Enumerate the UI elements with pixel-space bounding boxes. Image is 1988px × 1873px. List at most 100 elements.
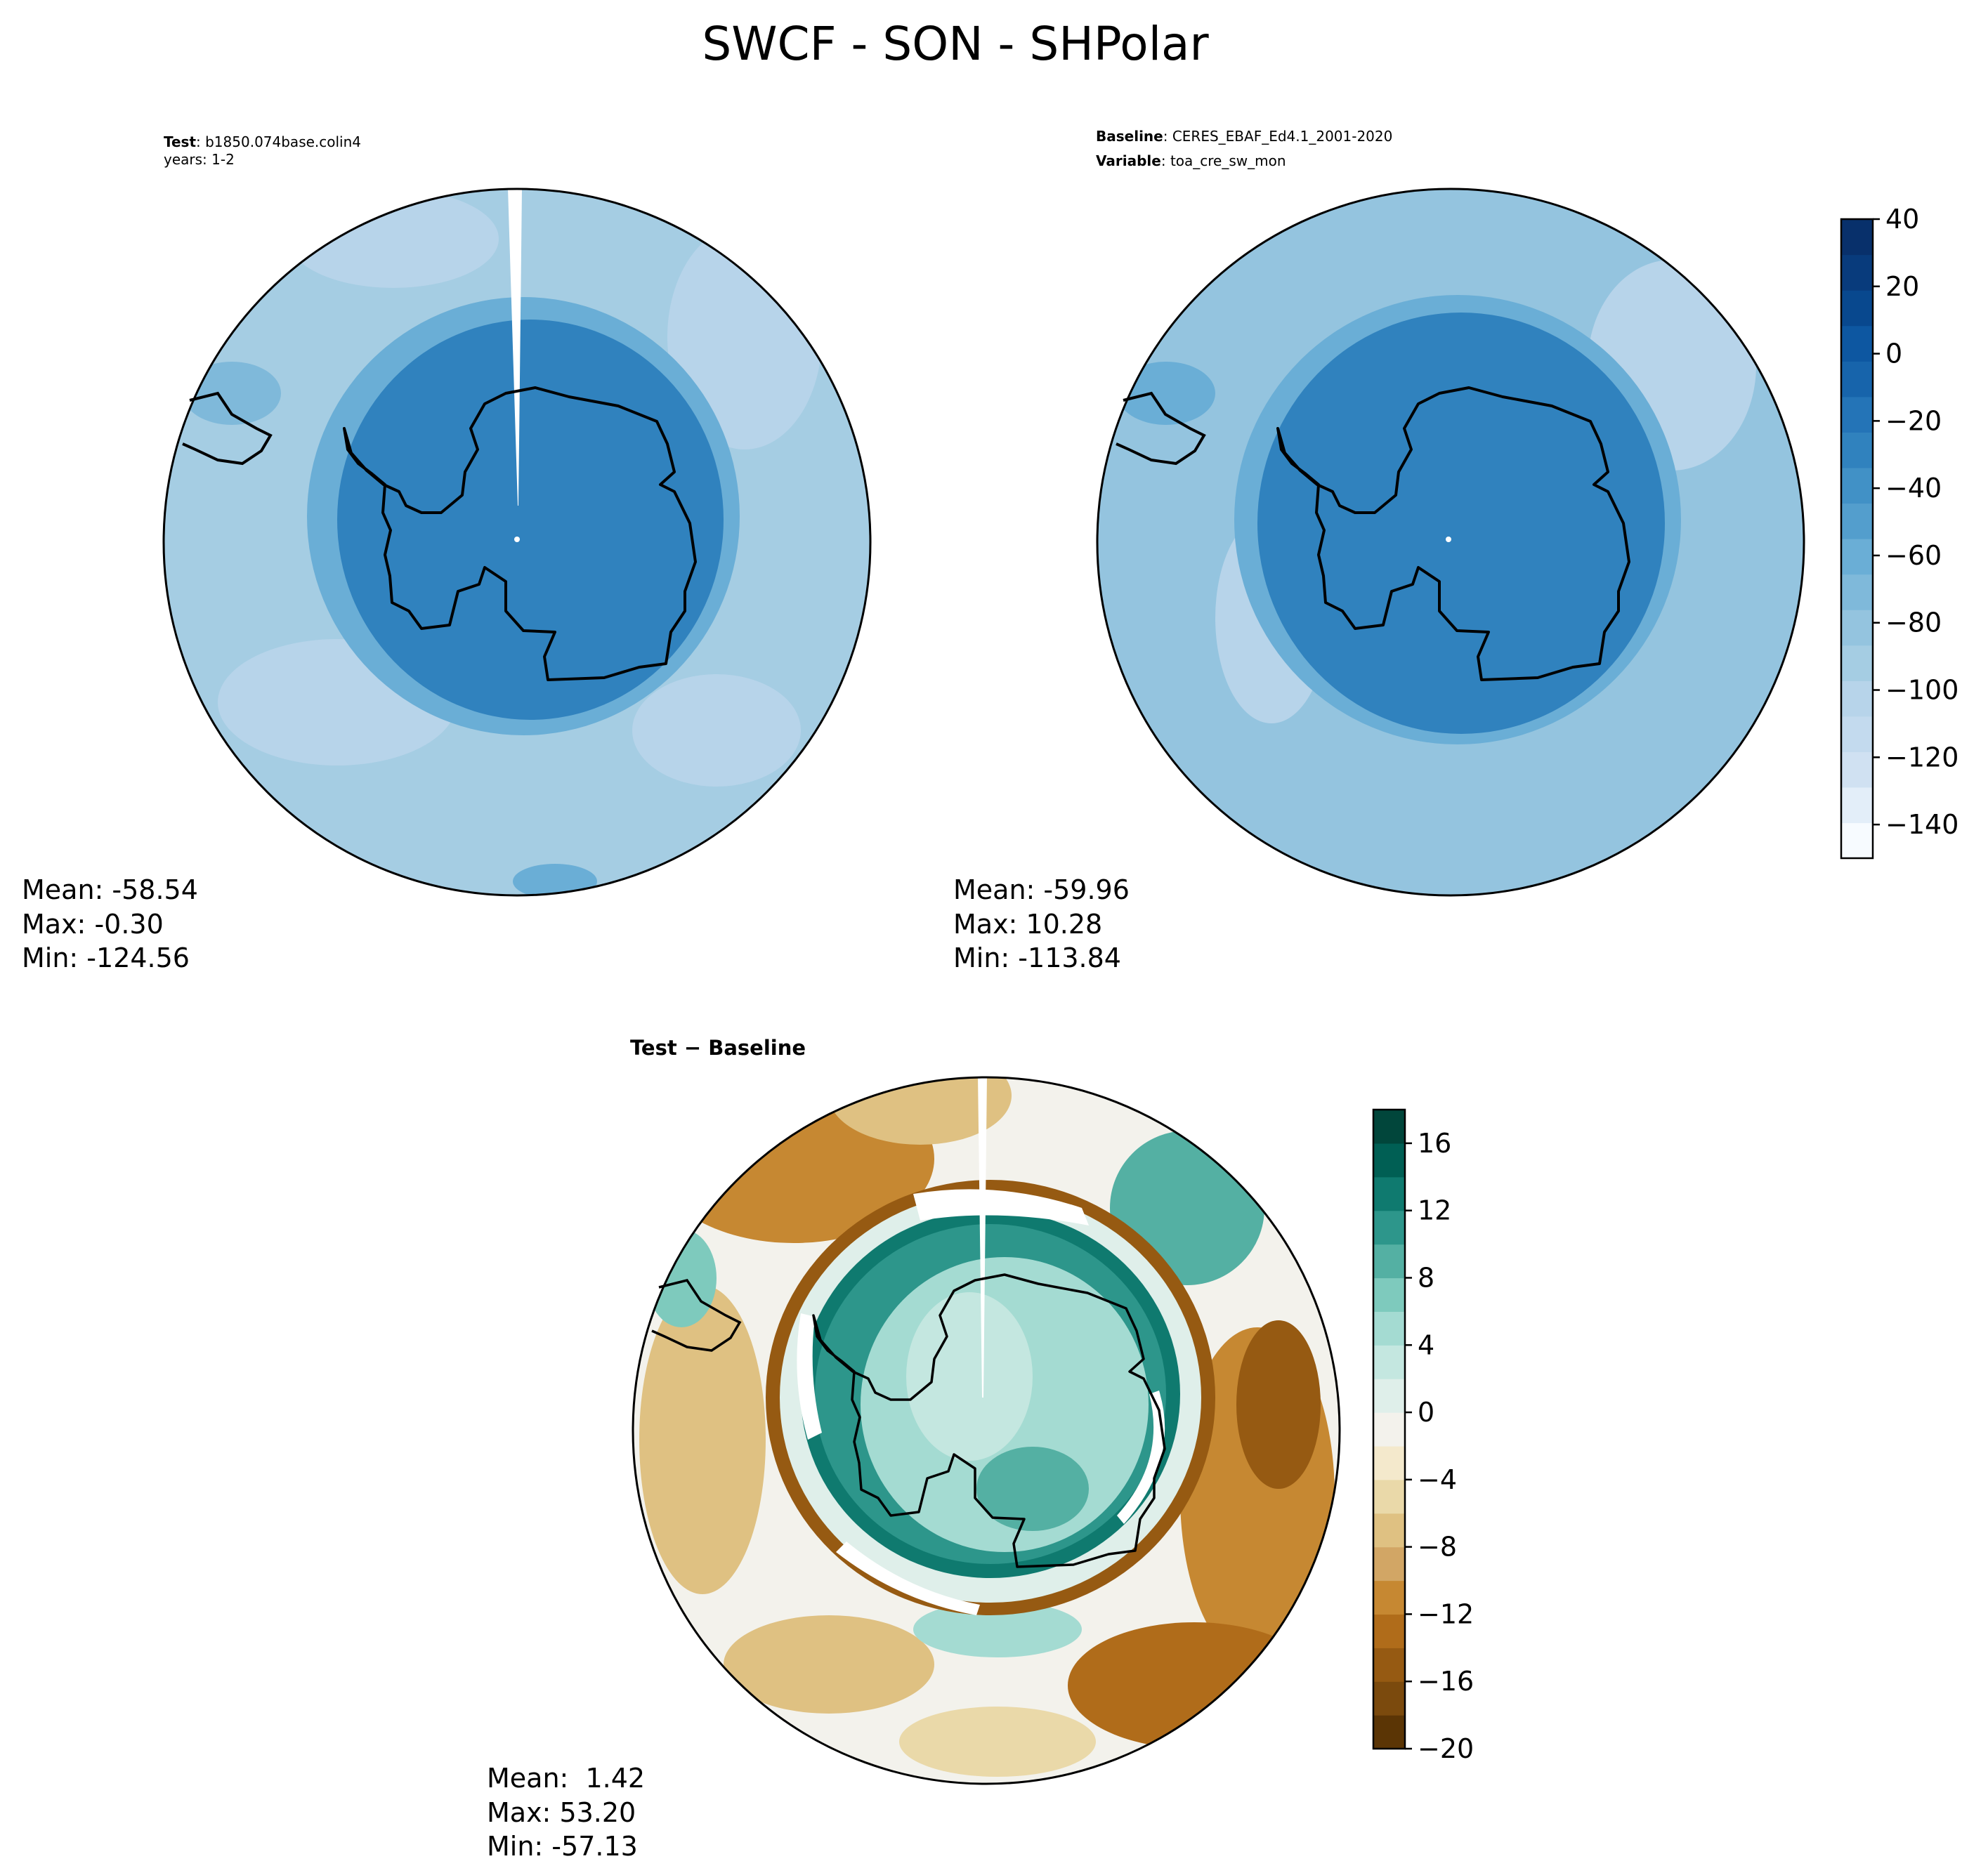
baseline-map-field: [1097, 189, 1804, 895]
difference-colorbar-segment: [1373, 1580, 1405, 1615]
swcf-colorbar-segment: [1841, 574, 1873, 610]
swcf-colorbar-segment: [1841, 254, 1873, 291]
swcf-colorbar-segment: [1841, 787, 1873, 824]
swcf-colorbar-tick-label: −120: [1885, 742, 1958, 773]
difference-teal-patch: [646, 1229, 717, 1327]
difference-colorbar-segment: [1373, 1614, 1405, 1648]
difference-colorbar-tick-label: 4: [1418, 1329, 1434, 1360]
difference-missing-data-sliver: [978, 1077, 987, 1398]
difference-colorbar-segment: [1373, 1479, 1405, 1514]
difference-brown-patch: [1068, 1622, 1321, 1749]
difference-continent-dark: [976, 1447, 1089, 1531]
difference-missing-data-gap: [913, 1189, 1089, 1225]
difference-colorbar-tick-label: −8: [1418, 1532, 1457, 1563]
difference-colorbar-segment: [1373, 1379, 1405, 1413]
difference-header: Test − Baseline: [630, 1036, 806, 1060]
test-map-boundary: [162, 188, 872, 897]
test-min: Min: -124.56: [22, 942, 190, 973]
swcf-colorbar-tick-label: −80: [1885, 607, 1942, 638]
test-ocean-light-patch: [288, 190, 499, 288]
difference-colorbar-tick-label: −20: [1418, 1733, 1474, 1764]
difference-max: Max: 53.20: [487, 1797, 636, 1828]
baseline-header-line-2: Variable: toa_cre_sw_mon: [1096, 152, 1286, 169]
difference-colorbar-segment: [1373, 1412, 1405, 1447]
difference-colorbar-segment: [1373, 1648, 1405, 1682]
difference-teal-patch: [913, 1601, 1082, 1657]
difference-colorbar-segment: [1373, 1143, 1405, 1178]
swcf-colorbar-segment: [1841, 219, 1873, 256]
difference-colorbar-tick-label: −16: [1418, 1666, 1474, 1697]
test-header-value: : b1850.074base.colin4: [196, 133, 361, 150]
panel-difference: Test − Baseline: [487, 1036, 1474, 1862]
difference-colorbar-segment: [1373, 1445, 1405, 1480]
difference-colorbar-segment: [1373, 1176, 1405, 1211]
panel-test: Test: b1850.074base.colin4 years: 1-2 Me…: [22, 133, 872, 973]
difference-colorbar-segment: [1373, 1345, 1405, 1379]
difference-colorbar-tick-label: 16: [1418, 1128, 1451, 1159]
swcf-colorbar-segment: [1841, 290, 1873, 327]
baseline-max: Max: 10.28: [953, 909, 1102, 940]
difference-brown-patch: [639, 1285, 766, 1594]
test-header-years: years: 1-2: [164, 151, 235, 168]
difference-map-field: [633, 1077, 1340, 1784]
difference-brown-patch: [899, 1707, 1096, 1777]
difference-colorbar-segment: [1373, 1244, 1405, 1279]
difference-colorbar-segment: [1373, 1311, 1405, 1346]
test-antarctica-coastline: [343, 386, 697, 681]
difference-colorbar-segment: [1373, 1277, 1405, 1312]
swcf-colorbar-segment: [1841, 645, 1873, 681]
difference-min: Min: -57.13: [487, 1831, 638, 1862]
swcf-colorbar-segment: [1841, 467, 1873, 504]
test-ocean-dark-patch: [183, 362, 281, 425]
swcf-colorbar-segment: [1841, 503, 1873, 539]
baseline-antarctica-field: [1257, 313, 1665, 734]
baseline-header-label: Baseline: [1096, 128, 1163, 145]
swcf-colorbar-segment: [1841, 361, 1873, 397]
difference-colorbar-tick-label: 0: [1418, 1397, 1434, 1428]
difference-colorbar-tick-label: 8: [1418, 1262, 1434, 1293]
difference-south-america-coastline: [651, 1279, 742, 1352]
baseline-south-pole-marker: [1446, 537, 1451, 542]
test-mean: Mean: -58.54: [22, 874, 198, 905]
difference-colorbar-tick-label: −12: [1418, 1598, 1474, 1629]
baseline-header-line-1: Baseline: CERES_EBAF_Ed4.1_2001-2020: [1096, 128, 1392, 145]
baseline-header-value: : CERES_EBAF_Ed4.1_2001-2020: [1163, 128, 1393, 145]
swcf-colorbar-tick-label: 20: [1885, 271, 1919, 302]
swcf-colorbar-segment: [1841, 822, 1873, 859]
test-south-pole-marker: [514, 537, 520, 542]
baseline-variable-label: Variable: [1096, 152, 1161, 169]
test-map-field: [164, 189, 870, 895]
test-header-line-1: Test: b1850.074base.colin4: [164, 133, 361, 150]
baseline-south-america-coastline: [1116, 391, 1206, 466]
test-header-label: Test: [164, 133, 196, 150]
test-missing-data-sliver: [508, 189, 522, 506]
swcf-colorbar-segment: [1841, 432, 1873, 468]
difference-brown-patch: [829, 1077, 1012, 1145]
swcf-colorbar: 40 20 0 −20 −40 −60 −80 −100 −120 −140: [1840, 204, 1958, 860]
swcf-colorbar-tick-label: −20: [1885, 405, 1942, 436]
difference-brown-patch: [1236, 1320, 1321, 1489]
difference-map-boundary: [632, 1076, 1341, 1785]
difference-colorbar-segment: [1373, 1210, 1405, 1245]
difference-colorbar-frame: [1372, 1108, 1406, 1750]
difference-colorbar-tick-label: 12: [1418, 1195, 1451, 1226]
baseline-min: Min: -113.84: [953, 942, 1121, 973]
difference-colorbar: 16 12 8 4 0 −4 −8 −12 −16 −20: [1372, 1108, 1474, 1764]
difference-missing-data-gap: [797, 1313, 822, 1440]
difference-colorbar-segment: [1373, 1513, 1405, 1548]
baseline-variable-value: : toa_cre_sw_mon: [1161, 152, 1286, 169]
figure-title: SWCF - SON - SHPolar: [702, 17, 1209, 71]
swcf-colorbar-segment: [1841, 325, 1873, 362]
swcf-colorbar-tick-label: −140: [1885, 809, 1958, 840]
baseline-map-boundary: [1096, 188, 1805, 897]
panel-baseline: Baseline: CERES_EBAF_Ed4.1_2001-2020 Var…: [953, 128, 1958, 973]
swcf-colorbar-frame: [1840, 218, 1874, 860]
baseline-antarctica-coastline: [1276, 386, 1630, 681]
difference-mean: Mean: 1.42: [487, 1763, 645, 1794]
difference-colorbar-tick-label: −4: [1418, 1464, 1457, 1495]
difference-antarctica-coastline: [812, 1273, 1166, 1568]
difference-colorbar-segment: [1373, 1110, 1405, 1144]
test-ocean-light-patch: [632, 674, 801, 787]
swcf-colorbar-segment: [1841, 610, 1873, 646]
